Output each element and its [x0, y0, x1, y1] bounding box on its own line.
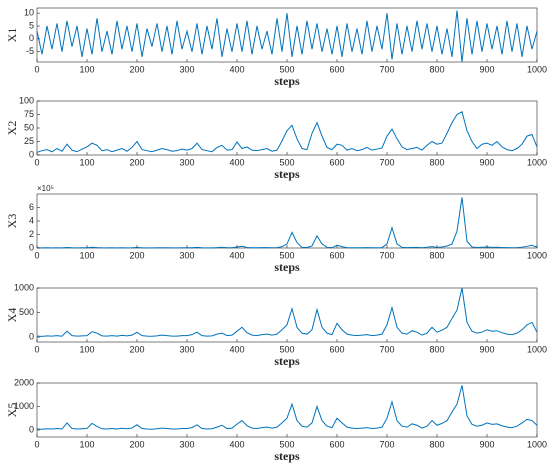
x-tick-label: 900 — [479, 344, 494, 354]
y-tick-label: 4 — [29, 215, 34, 225]
x-tick-label: 0 — [34, 64, 39, 74]
y-tick-label: 0 — [29, 242, 34, 252]
x-tick-label: 800 — [429, 439, 444, 449]
x-tick-label: 400 — [229, 64, 244, 74]
x-tick-label: 600 — [329, 250, 344, 260]
x-tick-label: 600 — [329, 157, 344, 167]
x-tick-label: 100 — [79, 157, 94, 167]
y-tick-label: 50 — [24, 122, 34, 132]
x-tick-label: 300 — [179, 250, 194, 260]
y-tick-label: 75 — [24, 109, 34, 119]
x-tick-label: 300 — [179, 157, 194, 167]
line — [36, 287, 538, 337]
x-tick-label: 400 — [229, 250, 244, 260]
x-tick-label: 200 — [129, 439, 144, 449]
x-tick-label: 400 — [229, 439, 244, 449]
x-tick-label: 400 — [229, 157, 244, 167]
y-tick-label: 6 — [29, 202, 34, 212]
y-tick-label: 0 — [29, 149, 34, 159]
y-tick-label: 10 — [24, 8, 34, 18]
x-tick-label: 500 — [279, 344, 294, 354]
x-tick-label: 700 — [379, 344, 394, 354]
x-tick-label: 1000 — [527, 439, 547, 449]
line — [36, 111, 538, 153]
x-tick-label: 0 — [34, 157, 39, 167]
y-tick-label: 0 — [29, 331, 34, 341]
x-tick-label: 300 — [179, 64, 194, 74]
y-tick-label: 2 — [29, 229, 34, 239]
x-tick-label: 0 — [34, 439, 39, 449]
y-tick-label: 0 — [29, 424, 34, 434]
x-tick-label: 200 — [129, 250, 144, 260]
y-tick-label: 0 — [29, 33, 34, 43]
axes-box — [36, 193, 538, 249]
x-tick-label: 600 — [329, 439, 344, 449]
x-tick-label: 1000 — [527, 344, 547, 354]
y-tick-label: 1000 — [14, 401, 34, 411]
y-axis-label: X5 — [5, 403, 19, 418]
y-tick-label: 1000 — [14, 282, 34, 292]
y-tick-label: 100 — [19, 95, 34, 105]
y-axis-label: X2 — [5, 121, 19, 136]
x-tick-label: 100 — [79, 344, 94, 354]
x-tick-label: 800 — [429, 157, 444, 167]
x-tick-label: 100 — [79, 250, 94, 260]
line — [36, 385, 538, 430]
x-tick-label: 100 — [79, 64, 94, 74]
x-tick-label: 500 — [279, 64, 294, 74]
x-axis-label: steps — [274, 354, 300, 368]
x-tick-label: 100 — [79, 439, 94, 449]
x-tick-label: 300 — [179, 439, 194, 449]
x-tick-label: 500 — [279, 439, 294, 449]
x-tick-label: 1000 — [527, 250, 547, 260]
y-tick-label: -5 — [26, 46, 34, 56]
x-tick-label: 200 — [129, 64, 144, 74]
x-tick-label: 1000 — [527, 64, 547, 74]
y-tick-label: 2000 — [14, 377, 34, 387]
x-tick-label: 900 — [479, 439, 494, 449]
x-tick-label: 200 — [129, 344, 144, 354]
y-axis-label: X1 — [5, 28, 19, 43]
x-tick-label: 900 — [479, 157, 494, 167]
x-tick-label: 500 — [279, 157, 294, 167]
y-tick-label: 500 — [19, 307, 34, 317]
x-axis-label: steps — [274, 449, 300, 463]
x-tick-label: 600 — [329, 64, 344, 74]
x-tick-label: 900 — [479, 250, 494, 260]
x-tick-label: 700 — [379, 157, 394, 167]
x-tick-label: 0 — [34, 250, 39, 260]
x-tick-label: 800 — [429, 250, 444, 260]
y-axis-label: X4 — [5, 308, 19, 323]
x-tick-label: 900 — [479, 64, 494, 74]
axes-box — [36, 100, 538, 156]
x-axis-label: steps — [274, 74, 300, 88]
x-axis-label: steps — [274, 167, 300, 181]
x-axis-label: steps — [274, 260, 300, 274]
x-tick-label: 700 — [379, 439, 394, 449]
x-tick-label: 0 — [34, 344, 39, 354]
line — [36, 197, 538, 249]
y-exponent: ×10⁵ — [37, 184, 54, 193]
x-tick-label: 300 — [179, 344, 194, 354]
x-tick-label: 800 — [429, 64, 444, 74]
x-tick-label: 700 — [379, 64, 394, 74]
x-tick-label: 700 — [379, 250, 394, 260]
x-tick-label: 400 — [229, 344, 244, 354]
x-tick-label: 800 — [429, 344, 444, 354]
y-axis-label: X3 — [5, 214, 19, 229]
x-tick-label: 500 — [279, 250, 294, 260]
line — [36, 10, 538, 63]
y-tick-label: 25 — [24, 136, 34, 146]
x-tick-label: 1000 — [527, 157, 547, 167]
x-tick-label: 200 — [129, 157, 144, 167]
axes-box — [36, 287, 538, 343]
y-tick-label: 5 — [29, 20, 34, 30]
x-tick-label: 600 — [329, 344, 344, 354]
